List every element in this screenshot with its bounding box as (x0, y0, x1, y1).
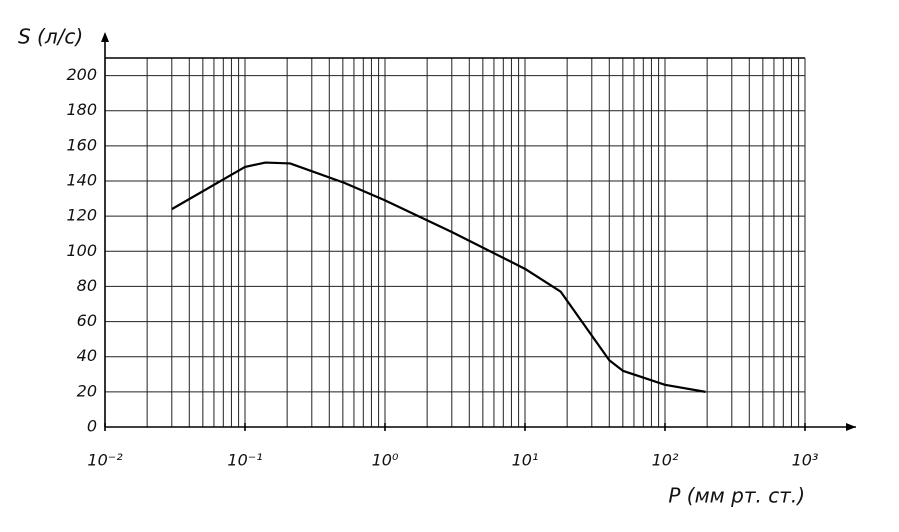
x-tick-label: 10² (652, 451, 679, 470)
y-tick-label: 20 (77, 381, 97, 400)
x-tick-label: 10¹ (512, 451, 539, 470)
y-axis-arrow (101, 32, 109, 42)
data-line (171, 161, 706, 393)
x-tick-label: 10⁰ (372, 451, 399, 470)
y-tick-label: 80 (77, 276, 97, 295)
y-tick-label: 180 (66, 100, 97, 119)
y-tick-label: 100 (66, 241, 97, 260)
y-axis-label: S (л/с) (18, 25, 83, 49)
x-tick-label: 10⁻² (87, 451, 123, 470)
y-tick-label: 160 (66, 135, 97, 154)
x-axis-arrow (846, 423, 856, 431)
x-axis-label: P (мм рт. ст.) (668, 484, 805, 508)
x-tick-label: 10⁻¹ (227, 451, 262, 470)
x-tick-label: 10³ (792, 451, 819, 470)
y-tick-label: 40 (77, 346, 97, 365)
y-tick-label: 60 (77, 311, 97, 330)
y-tick-label: 200 (66, 65, 97, 84)
y-tick-label: 0 (87, 417, 97, 436)
y-tick-label: 120 (66, 206, 97, 225)
y-tick-label: 140 (66, 171, 97, 190)
